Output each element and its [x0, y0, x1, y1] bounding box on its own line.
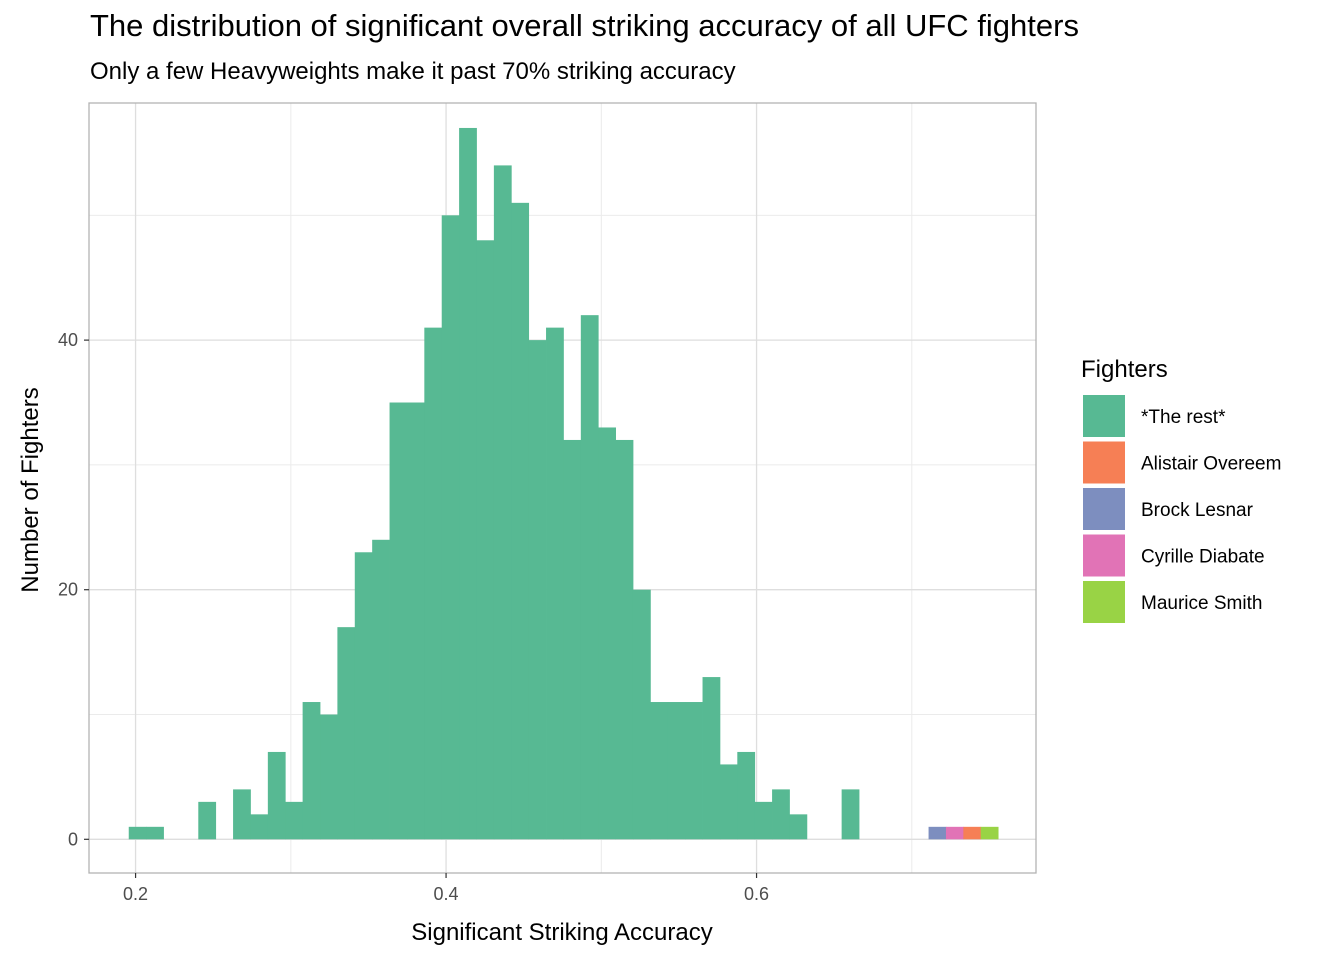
- histogram-bar: [928, 826, 947, 840]
- legend-swatch: [1083, 488, 1125, 530]
- x-tick-label: 0.2: [123, 884, 148, 904]
- histogram-bar: [737, 751, 756, 840]
- histogram-bar: [424, 327, 443, 840]
- legend-label: Maurice Smith: [1141, 593, 1262, 614]
- legend-label: *The rest*: [1141, 407, 1226, 428]
- legend-swatch: [1083, 395, 1125, 437]
- y-tick-label: 0: [68, 829, 78, 849]
- histogram-bar: [563, 439, 582, 840]
- histogram-bar: [459, 127, 477, 840]
- x-tick-label: 0.4: [434, 884, 459, 904]
- histogram-bar: [337, 627, 356, 840]
- chart-subtitle: Only a few Heavyweights make it past 70%…: [90, 58, 736, 85]
- histogram-bar: [389, 402, 408, 840]
- histogram-bar: [128, 826, 147, 840]
- histogram-bar: [198, 801, 217, 840]
- x-axis-ticks: 0.2 0.4 0.6: [123, 873, 769, 904]
- histogram-bars: [128, 127, 999, 840]
- plot-border: [88, 102, 1037, 874]
- y-tick-label: 20: [58, 580, 78, 600]
- x-tick-label: 0.6: [744, 884, 769, 904]
- histogram-bar: [667, 702, 686, 840]
- histogram-bar: [285, 801, 304, 840]
- histogram-bar: [372, 539, 390, 840]
- y-tick-label: 40: [58, 330, 78, 350]
- histogram-bar: [719, 764, 738, 840]
- chart-title: The distribution of significant overall …: [90, 8, 1079, 43]
- histogram-bar: [302, 702, 321, 840]
- histogram-bar: [963, 826, 982, 840]
- histogram-bar: [650, 702, 669, 840]
- histogram-bar: [511, 202, 530, 840]
- legend-swatch: [1083, 441, 1125, 484]
- histogram-bar: [685, 702, 703, 840]
- histogram-bar: [546, 327, 564, 840]
- legend: *The rest* Alistair Overeem Brock Lesnar Cy…: [1083, 395, 1281, 623]
- legend-swatch: [1083, 534, 1125, 577]
- histogram-bar: [146, 826, 164, 840]
- y-axis-ticks: 0 20 40: [58, 330, 89, 849]
- y-axis-title: Number of Fighters: [17, 387, 44, 592]
- legend-label: Alistair Overeem: [1141, 454, 1281, 475]
- histogram-bar: [841, 789, 860, 840]
- histogram-bar: [528, 340, 547, 840]
- histogram-bar: [945, 826, 964, 840]
- histogram-bar: [250, 814, 269, 840]
- histogram-bar: [233, 789, 251, 840]
- histogram-bar: [406, 402, 425, 840]
- histogram-bar: [615, 439, 634, 840]
- histogram-bar: [789, 814, 808, 840]
- histogram-bar: [320, 714, 338, 840]
- legend-label: Brock Lesnar: [1141, 500, 1254, 521]
- legend-swatch: [1083, 581, 1125, 623]
- histogram-bar: [441, 215, 460, 840]
- histogram-bar: [980, 826, 999, 840]
- histogram-bar: [580, 315, 599, 840]
- histogram-bar: [754, 801, 773, 840]
- histogram-bar: [598, 427, 616, 840]
- legend-label: Cyrille Diabate: [1141, 547, 1265, 568]
- histogram-bar: [267, 751, 286, 840]
- x-axis-title: Significant Striking Accuracy: [411, 919, 712, 946]
- histogram-bar: [702, 677, 721, 840]
- histogram-bar: [772, 789, 790, 840]
- histogram-bar: [354, 552, 373, 840]
- histogram-bar: [493, 165, 512, 840]
- histogram-bar: [476, 240, 495, 840]
- histogram-bar: [632, 589, 651, 840]
- legend-title: Fighters: [1081, 356, 1168, 383]
